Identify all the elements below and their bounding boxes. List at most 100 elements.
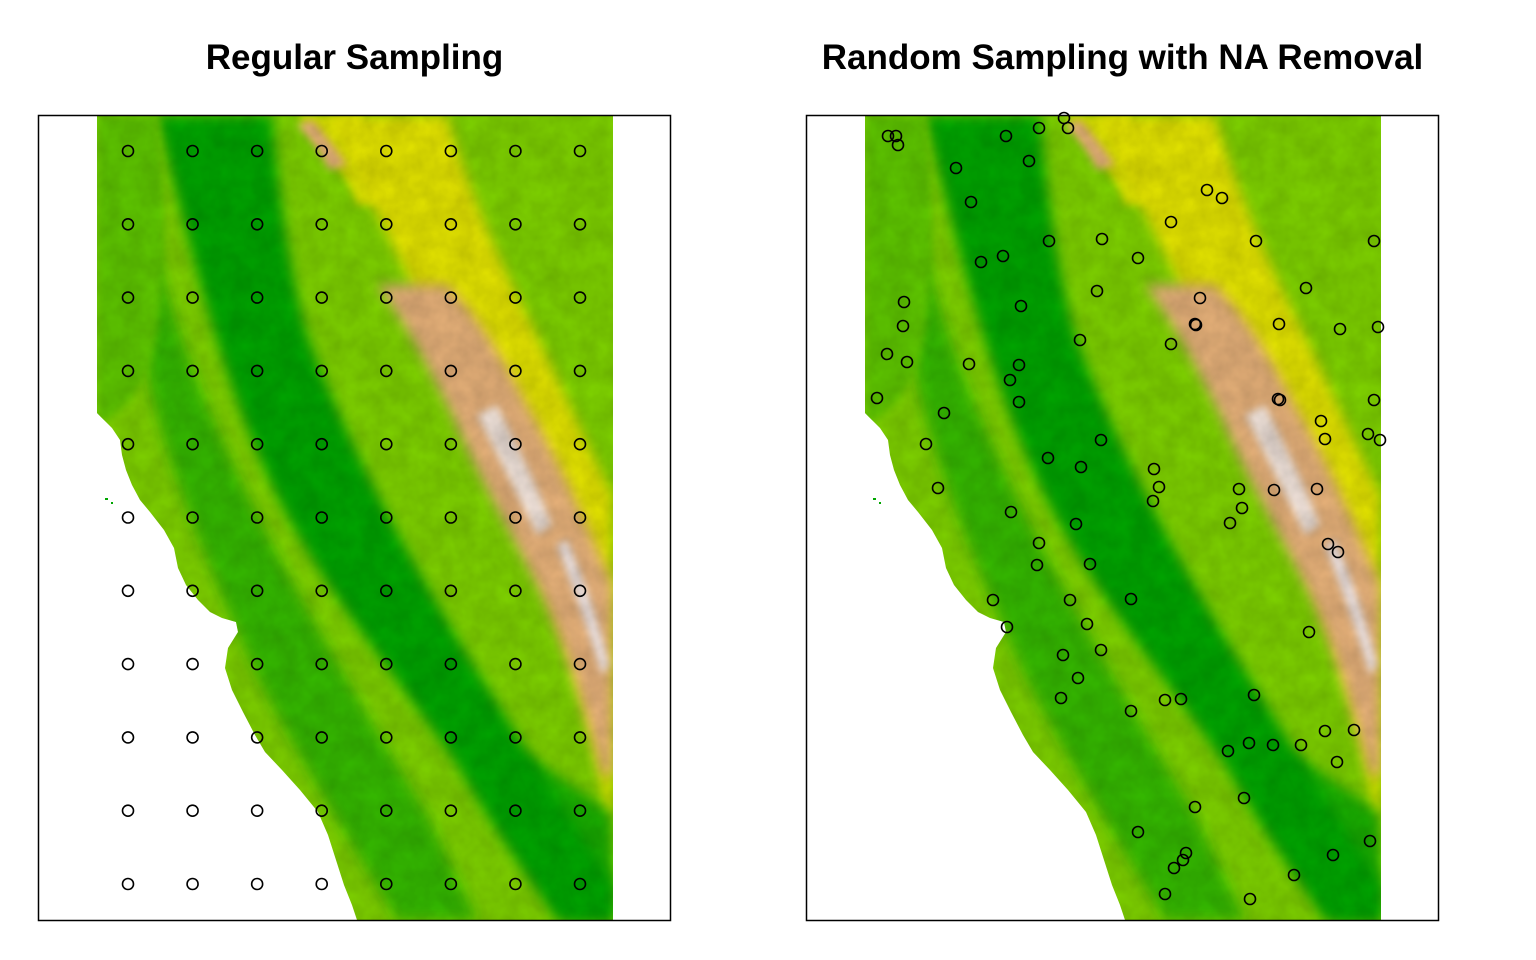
sample-point: [1032, 536, 1046, 550]
sample-point: [1164, 337, 1178, 351]
sample-point: [1094, 643, 1108, 657]
sample-point: [121, 584, 135, 598]
sample-point: [573, 364, 587, 378]
sample-point: [1249, 234, 1263, 248]
sample-point: [509, 731, 522, 744]
sample-point: [1361, 427, 1375, 441]
sample-point: [1095, 232, 1109, 246]
sample-point: [1367, 393, 1381, 407]
sample-point: [1367, 234, 1381, 248]
sample-point: [896, 319, 910, 333]
sample-point: [1041, 451, 1055, 465]
sample-point: [315, 437, 329, 451]
sample-point: [444, 731, 458, 744]
sample-point: [250, 877, 264, 891]
sample-point: [186, 804, 199, 818]
sample-point: [900, 355, 914, 369]
sample-point: [1063, 593, 1077, 607]
sample-point: [1073, 333, 1087, 347]
sample-point: [573, 657, 587, 671]
sample-point: [315, 731, 329, 744]
sample-point: [1326, 848, 1340, 862]
sample-point: [121, 144, 135, 158]
sample-point: [1146, 494, 1160, 508]
sample-point: [1221, 744, 1235, 758]
island-right: [873, 498, 876, 500]
sample-point: [315, 218, 329, 231]
sample-point: [444, 584, 458, 598]
sample-point: [1302, 625, 1316, 639]
sample-point: [1215, 191, 1229, 205]
sample-point: [931, 481, 945, 495]
sample-point: [1330, 755, 1344, 769]
sample-point: [250, 657, 264, 671]
sample-point: [444, 804, 458, 818]
sample-point: [250, 144, 264, 158]
sample-point: [1054, 691, 1068, 705]
sample-point: [509, 291, 522, 304]
island-left: [111, 502, 113, 504]
sample-point: [121, 804, 135, 818]
sample-point: [573, 437, 587, 451]
sample-point: [1022, 154, 1036, 168]
sample-point: [1188, 800, 1202, 814]
sample-point: [1164, 215, 1178, 229]
sample-point: [186, 657, 199, 671]
sample-point: [186, 731, 199, 744]
sample-point: [379, 437, 393, 451]
elevation-raster-left: [97, 115, 613, 920]
map-panel-regular: [37, 114, 672, 922]
sample-point: [1167, 861, 1181, 875]
sample-point: [962, 357, 976, 371]
sample-point: [1266, 738, 1280, 752]
random-sample-points: [870, 111, 1387, 906]
sample-point: [121, 218, 135, 231]
sample-point: [1174, 692, 1188, 706]
sample-point: [315, 291, 329, 304]
sample-point: [1193, 291, 1207, 305]
sample-point: [573, 144, 587, 158]
sample-point: [1310, 482, 1324, 496]
sample-point: [444, 657, 458, 671]
sample-point: [573, 804, 587, 818]
sample-point: [186, 877, 199, 891]
sample-point: [919, 437, 933, 451]
sample-point: [1032, 121, 1046, 135]
sample-point: [1314, 414, 1328, 428]
sample-point: [121, 364, 135, 378]
sample-point: [891, 138, 905, 152]
sample-point: [1363, 834, 1377, 848]
sample-point: [379, 804, 393, 818]
sample-point: [379, 364, 393, 378]
sample-point: [986, 593, 1000, 607]
sample-point: [1071, 671, 1085, 685]
sample-point: [1012, 395, 1026, 409]
sample-point: [121, 437, 135, 451]
sample-point: [186, 144, 199, 158]
sample-point: [1042, 234, 1056, 248]
panel-title-random-sampling: Random Sampling with NA Removal: [821, 38, 1424, 77]
sample-point: [379, 731, 393, 744]
map-panel-random: [805, 111, 1440, 922]
sample-point: [1243, 892, 1257, 906]
sample-point: [1124, 704, 1138, 718]
panel-title-regular-sampling: Regular Sampling: [205, 38, 504, 77]
sample-point: [1189, 318, 1203, 332]
sample-point: [1232, 482, 1246, 496]
sample-point: [1158, 693, 1172, 707]
sample-point: [1188, 317, 1202, 331]
sample-point: [379, 511, 393, 524]
sample-point: [315, 511, 329, 524]
sample-point: [444, 877, 458, 891]
sample-point: [1057, 111, 1071, 125]
elevation-raster-right: [865, 115, 1381, 920]
sample-point: [1318, 724, 1332, 738]
sample-point: [1299, 281, 1313, 295]
sample-point: [1179, 846, 1193, 860]
sample-point: [509, 877, 522, 891]
regular-sample-points: [121, 144, 587, 891]
sample-point: [1373, 433, 1387, 447]
sample-point: [573, 731, 587, 744]
sample-point: [1273, 393, 1287, 407]
